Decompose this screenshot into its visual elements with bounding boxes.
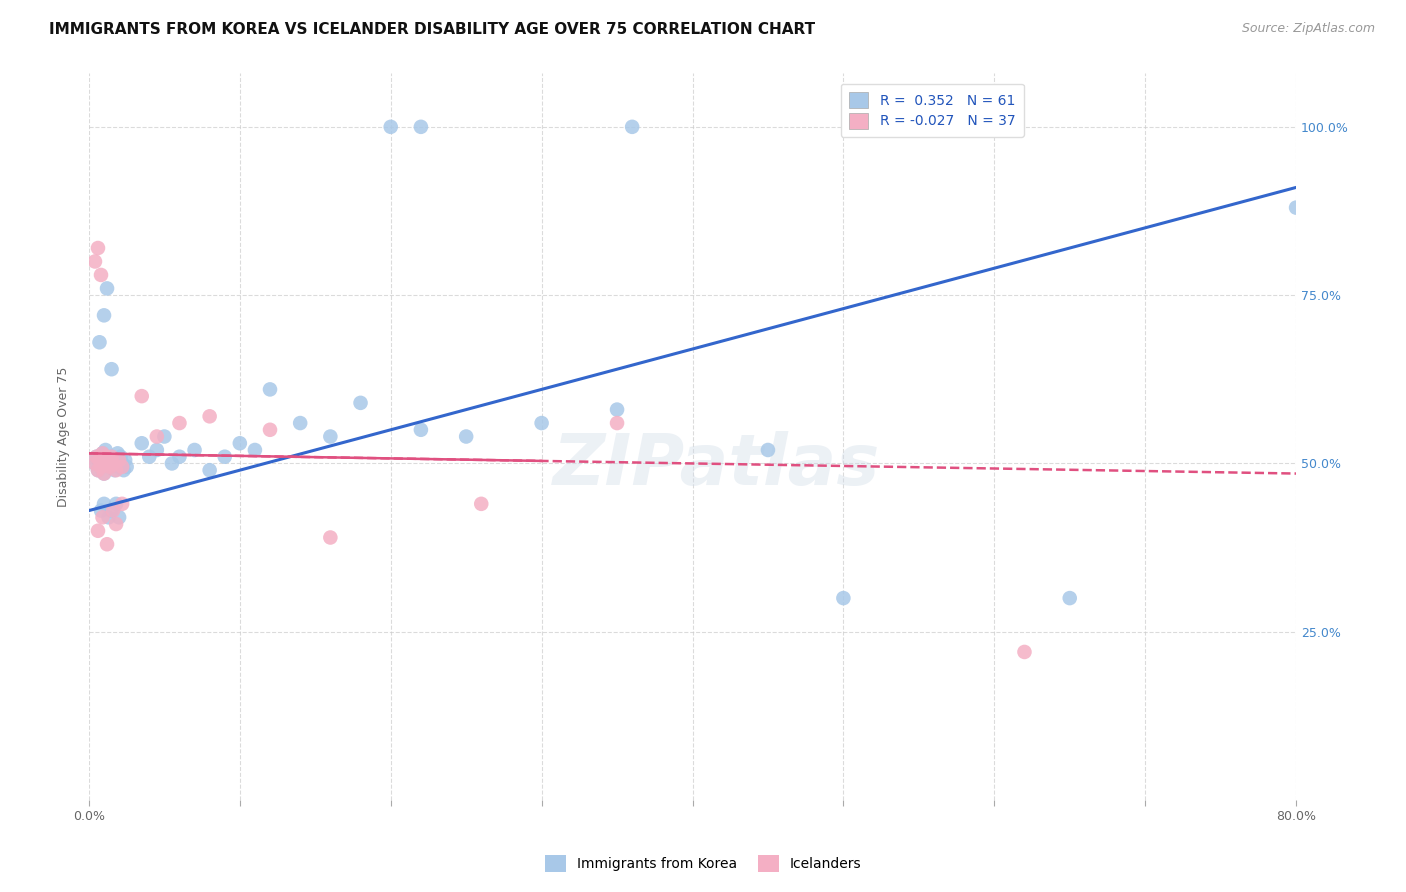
Point <box>89 335 111 350</box>
Point <box>87 463 110 477</box>
Point <box>84 254 107 268</box>
Point <box>108 453 131 467</box>
Point <box>138 450 160 464</box>
Point <box>96 537 118 551</box>
Point <box>115 459 138 474</box>
Legend: R =  0.352   N = 61, R = -0.027   N = 37: R = 0.352 N = 61, R = -0.027 N = 37 <box>841 84 1024 137</box>
Y-axis label: Disability Age Over 75: Disability Age Over 75 <box>58 367 70 507</box>
Point <box>84 457 107 471</box>
Point <box>96 281 118 295</box>
Point <box>87 524 110 538</box>
Point <box>94 450 117 464</box>
Point <box>259 383 281 397</box>
Point <box>105 497 128 511</box>
Text: IMMIGRANTS FROM KOREA VS ICELANDER DISABILITY AGE OVER 75 CORRELATION CHART: IMMIGRANTS FROM KOREA VS ICELANDER DISAB… <box>49 22 815 37</box>
Point <box>111 457 134 471</box>
Point <box>1285 201 1308 215</box>
Point <box>111 459 134 474</box>
Point <box>93 467 115 481</box>
Point <box>90 268 112 282</box>
Point <box>94 442 117 457</box>
Text: Source: ZipAtlas.com: Source: ZipAtlas.com <box>1241 22 1375 36</box>
Point <box>832 591 855 606</box>
Point <box>87 463 110 477</box>
Point <box>198 409 221 424</box>
Point <box>89 453 111 467</box>
Point <box>456 429 478 443</box>
Point <box>101 457 124 471</box>
Text: ZIPatlas: ZIPatlas <box>553 431 880 500</box>
Point <box>107 446 129 460</box>
Point <box>621 120 644 134</box>
Point <box>96 457 118 471</box>
Point <box>89 453 111 467</box>
Point <box>101 503 124 517</box>
Point <box>98 459 121 474</box>
Point <box>169 450 191 464</box>
Point <box>349 396 371 410</box>
Point <box>606 416 628 430</box>
Point <box>97 453 120 467</box>
Point <box>86 450 108 464</box>
Point <box>90 459 112 474</box>
Point <box>93 309 115 323</box>
Point <box>100 362 122 376</box>
Point <box>319 531 342 545</box>
Point <box>160 457 183 471</box>
Point <box>86 450 108 464</box>
Point <box>112 463 135 477</box>
Point <box>606 402 628 417</box>
Point <box>131 436 153 450</box>
Point <box>259 423 281 437</box>
Point <box>409 423 432 437</box>
Point <box>93 497 115 511</box>
Point <box>1014 645 1036 659</box>
Point <box>98 459 121 474</box>
Point <box>1059 591 1081 606</box>
Point <box>111 497 134 511</box>
Point <box>100 450 122 464</box>
Point <box>84 457 107 471</box>
Point <box>90 503 112 517</box>
Point <box>105 516 128 531</box>
Point <box>108 459 131 474</box>
Point <box>131 389 153 403</box>
Point <box>87 241 110 255</box>
Point <box>183 442 205 457</box>
Point <box>146 442 169 457</box>
Point <box>105 463 128 477</box>
Point <box>153 429 176 443</box>
Point <box>90 459 112 474</box>
Point <box>290 416 312 430</box>
Point <box>91 446 114 460</box>
Point <box>108 510 131 524</box>
Point <box>100 450 122 464</box>
Point <box>93 467 115 481</box>
Point <box>114 453 136 467</box>
Point <box>409 120 432 134</box>
Point <box>96 457 118 471</box>
Point <box>214 450 236 464</box>
Point <box>100 503 122 517</box>
Point <box>105 453 128 467</box>
Point <box>530 416 553 430</box>
Point <box>110 450 132 464</box>
Point <box>97 453 120 467</box>
Point <box>91 446 114 460</box>
Point <box>146 429 169 443</box>
Point <box>380 120 402 134</box>
Point <box>470 497 492 511</box>
Point <box>169 416 191 430</box>
Legend: Immigrants from Korea, Icelanders: Immigrants from Korea, Icelanders <box>540 850 866 878</box>
Point <box>229 436 252 450</box>
Point <box>101 457 124 471</box>
Point <box>103 463 125 477</box>
Point <box>198 463 221 477</box>
Point <box>97 510 120 524</box>
Point <box>243 442 266 457</box>
Point <box>756 442 779 457</box>
Point <box>91 510 114 524</box>
Point <box>319 429 342 443</box>
